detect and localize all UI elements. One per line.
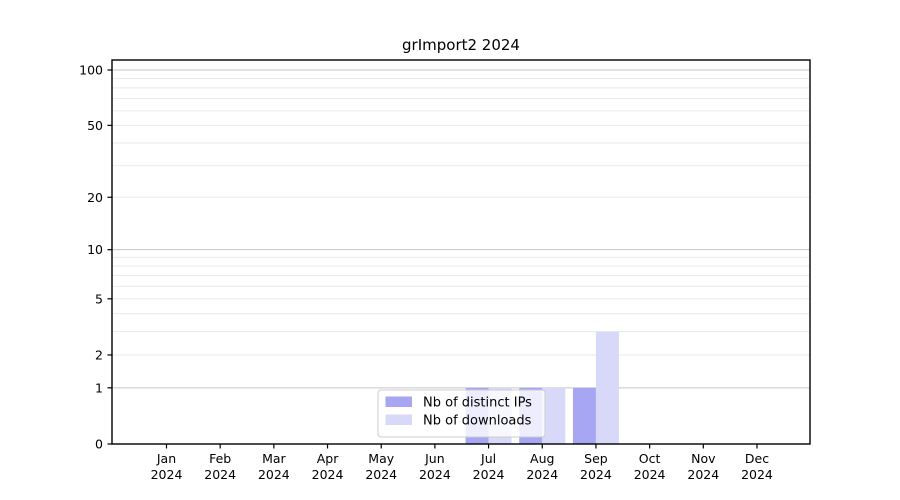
legend-swatch-distinct-ips — [385, 396, 412, 407]
y-axis-tick-label: 100 — [79, 63, 103, 78]
x-axis-month-label: Dec — [745, 451, 769, 466]
x-axis-month-label: Nov — [691, 451, 716, 466]
x-axis-month-label: Jun — [424, 451, 445, 466]
x-axis-year-label: 2024 — [473, 467, 505, 482]
x-axis-year-label: 2024 — [365, 467, 397, 482]
x-axis-month-label: Mar — [262, 451, 286, 466]
x-axis-year-label: 2024 — [151, 467, 183, 482]
y-axis-tick-label: 20 — [87, 190, 103, 205]
x-axis-year-label: 2024 — [204, 467, 236, 482]
x-axis-month-label: Apr — [317, 451, 339, 466]
x-axis-year-label: 2024 — [687, 467, 719, 482]
x-axis-month-label: Aug — [530, 451, 554, 466]
bar-distinct-ips-sep — [572, 387, 596, 444]
legend-label-downloads: Nb of downloads — [423, 414, 532, 429]
chart-title: grImport2 2024 — [402, 36, 520, 54]
y-axis-tick-label: 0 — [95, 437, 103, 452]
x-axis-year-label: 2024 — [526, 467, 558, 482]
x-axis-month-label: Feb — [209, 451, 231, 466]
bar-downloads-sep — [595, 331, 619, 444]
y-axis-tick-label: 1 — [95, 380, 103, 395]
legend-box — [377, 389, 546, 438]
x-axis-month-label: Jul — [480, 451, 496, 466]
x-axis-year-label: 2024 — [419, 467, 451, 482]
x-axis-year-label: 2024 — [258, 467, 290, 482]
x-axis-month-label: May — [368, 451, 394, 466]
x-axis-year-label: 2024 — [312, 467, 344, 482]
y-axis-tick-label: 2 — [95, 347, 103, 362]
y-axis-tick-label: 5 — [95, 291, 103, 306]
x-axis-year-label: 2024 — [741, 467, 773, 482]
y-axis-tick-label: 50 — [87, 118, 103, 133]
legend-swatch-downloads — [385, 414, 412, 425]
x-axis-month-label: Jan — [156, 451, 176, 466]
y-axis-tick-label: 10 — [87, 242, 103, 257]
bar-downloads-aug — [542, 387, 566, 444]
x-axis-year-label: 2024 — [634, 467, 666, 482]
x-axis-month-label: Oct — [639, 451, 661, 466]
x-axis-year-label: 2024 — [580, 467, 612, 482]
legend-label-distinct-ips: Nb of distinct IPs — [423, 396, 532, 411]
plot-border — [111, 59, 811, 445]
x-axis-month-label: Sep — [584, 451, 608, 466]
